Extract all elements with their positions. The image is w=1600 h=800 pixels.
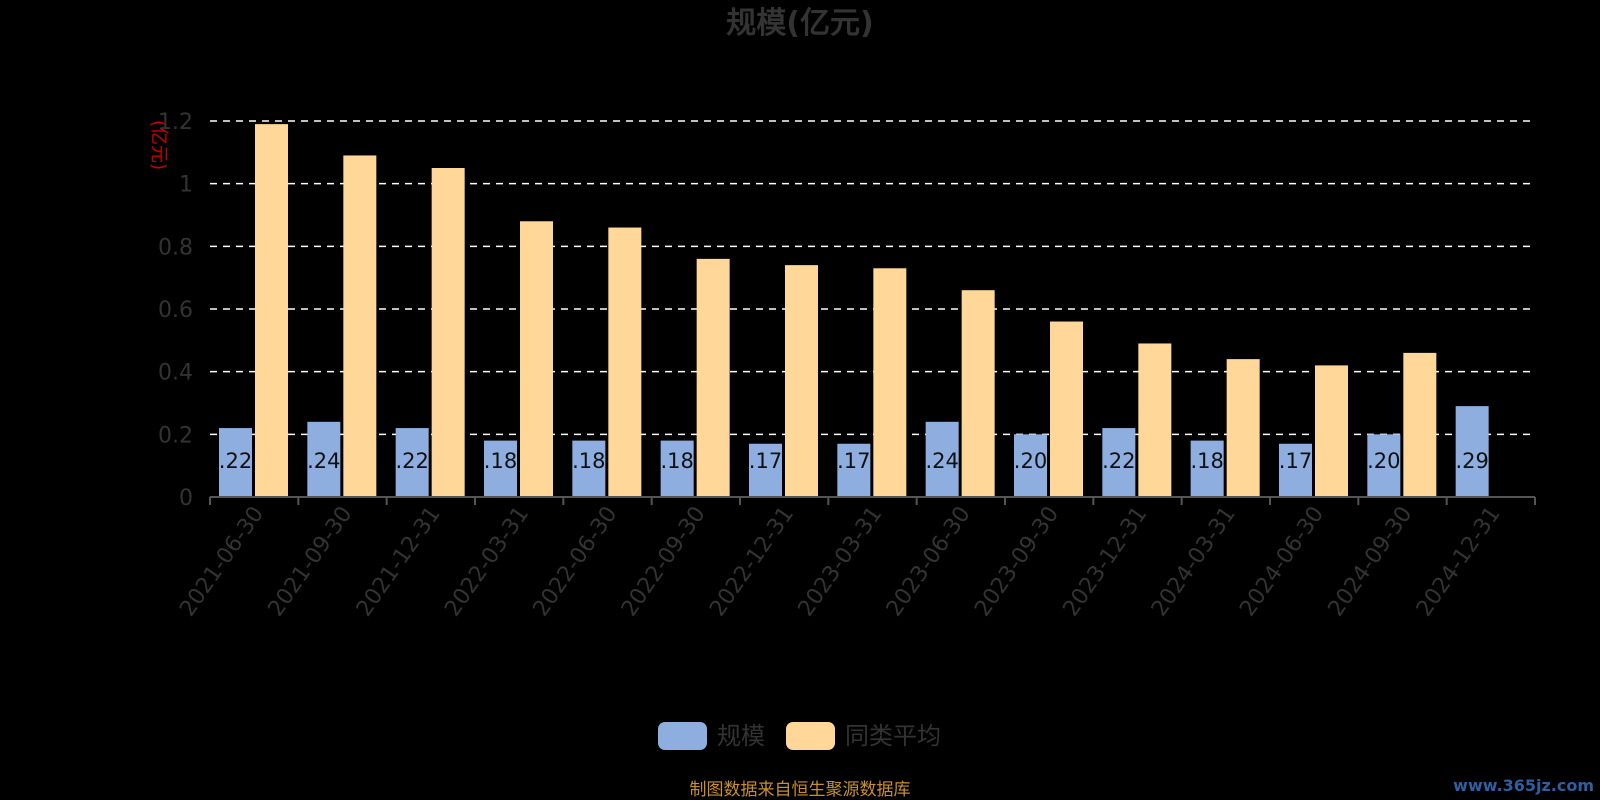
bar-scale [1190, 440, 1224, 497]
data-source-note: 制图数据来自恒生聚源数据库 [690, 780, 911, 800]
x-tick-label: 2023-06-30 [882, 502, 976, 621]
y-tick-label: 0.4 [158, 361, 193, 386]
bars: .22 .24 .22 .18 .18 .18 .17 .17 .24 .20 .22 .18 .17.… [219, 124, 1489, 498]
x-tick-label: 2024-12-31 [1412, 502, 1506, 621]
chart-title: 规模(亿元) [726, 6, 873, 41]
legend-label: 同类平均 [845, 722, 941, 750]
bar-scale [219, 428, 252, 497]
x-tick-label: 2024-03-31 [1147, 502, 1241, 621]
bar-peer-average [255, 124, 288, 497]
bar-value-label: .20 [1014, 449, 1047, 473]
bar-value-label: .22 [1102, 449, 1135, 473]
y-tick-label: 1.2 [158, 110, 193, 135]
legend-swatch [658, 722, 707, 750]
bar-peer-average [873, 268, 907, 497]
bar-value-label: .20 [1367, 449, 1400, 473]
x-tick-label: 2021-09-30 [264, 502, 358, 621]
x-tick-label: 2021-06-30 [175, 502, 269, 621]
x-axis [209, 496, 1536, 505]
bar-value-label: .22 [395, 449, 428, 473]
y-axis-unit-label: (亿元) [148, 120, 169, 170]
bar-value-label: .24 [925, 449, 958, 473]
bar-value-label: .29 [1455, 449, 1488, 473]
bar-value-label: .18 [660, 449, 693, 473]
x-tick-label: 2023-09-30 [970, 502, 1064, 621]
y-tick-label: 1 [179, 173, 193, 198]
y-tick-label: 0 [179, 486, 193, 511]
x-tick-label: 2023-03-31 [794, 502, 888, 621]
bar-peer-average [1226, 359, 1260, 497]
y-tick-label: 0.6 [158, 298, 193, 323]
bar-peer-average [1050, 321, 1083, 497]
bar-scale [484, 440, 517, 497]
bar-scale [660, 440, 694, 497]
bar-value-label: .17 [1279, 449, 1312, 473]
bar-peer-average [520, 221, 553, 497]
bar-value-label: .17 [749, 449, 782, 473]
bar-scale [1367, 434, 1401, 497]
bar-value-label: .17 [837, 449, 870, 473]
y-tick-label: 0.8 [158, 235, 193, 260]
bar-peer-average [1138, 343, 1172, 497]
x-tick-label: 2024-09-30 [1324, 502, 1418, 621]
y-tick-label: 0.2 [158, 423, 193, 448]
legend: 规模 同类平均 [658, 722, 941, 750]
watermark: www.365jz.com [1453, 776, 1594, 795]
x-tick-label: 2022-03-31 [440, 502, 534, 621]
x-tick-label: 2022-12-31 [705, 502, 799, 621]
bar-peer-average [608, 227, 642, 498]
x-tick-label: 2023-12-31 [1059, 502, 1153, 621]
bar-value-label: .22 [219, 449, 252, 473]
bar-value-label: .18 [484, 449, 517, 473]
bar-peer-average [1403, 352, 1437, 497]
bar-peer-average [343, 155, 377, 497]
x-tick-label: 2022-06-30 [529, 502, 623, 621]
bar-scale [1455, 406, 1489, 497]
x-tick-label: 2022-09-30 [617, 502, 711, 621]
x-tick-label: 2021-12-31 [352, 502, 446, 621]
bar-scale [837, 443, 871, 497]
bar-peer-average [785, 265, 818, 497]
bar-scale [1102, 428, 1136, 497]
legend-label: 规模 [717, 722, 765, 750]
bar-scale [1279, 443, 1312, 497]
bar-scale [572, 440, 606, 497]
bar-scale [1014, 434, 1047, 497]
bar-value-label: .24 [307, 449, 340, 473]
legend-swatch [786, 722, 835, 750]
bar-peer-average [1315, 365, 1348, 497]
bar-peer-average [696, 258, 730, 497]
y-axis-ticks: 0 0.2 0.4 0.6 0.8 1 1.2 [158, 110, 193, 511]
bar-value-label: .18 [572, 449, 605, 473]
bar-scale [925, 421, 959, 497]
x-axis-ticks: 2021-06-302021-09-302021-12-312022-03-31… [175, 502, 1505, 621]
x-tick-label: 2024-06-30 [1235, 502, 1329, 621]
bar-peer-average [431, 168, 465, 497]
bar-scale [749, 443, 782, 497]
bar-value-label: .18 [1190, 449, 1223, 473]
bar-scale [395, 428, 429, 497]
bar-peer-average [961, 290, 995, 497]
bar-scale [307, 421, 341, 497]
